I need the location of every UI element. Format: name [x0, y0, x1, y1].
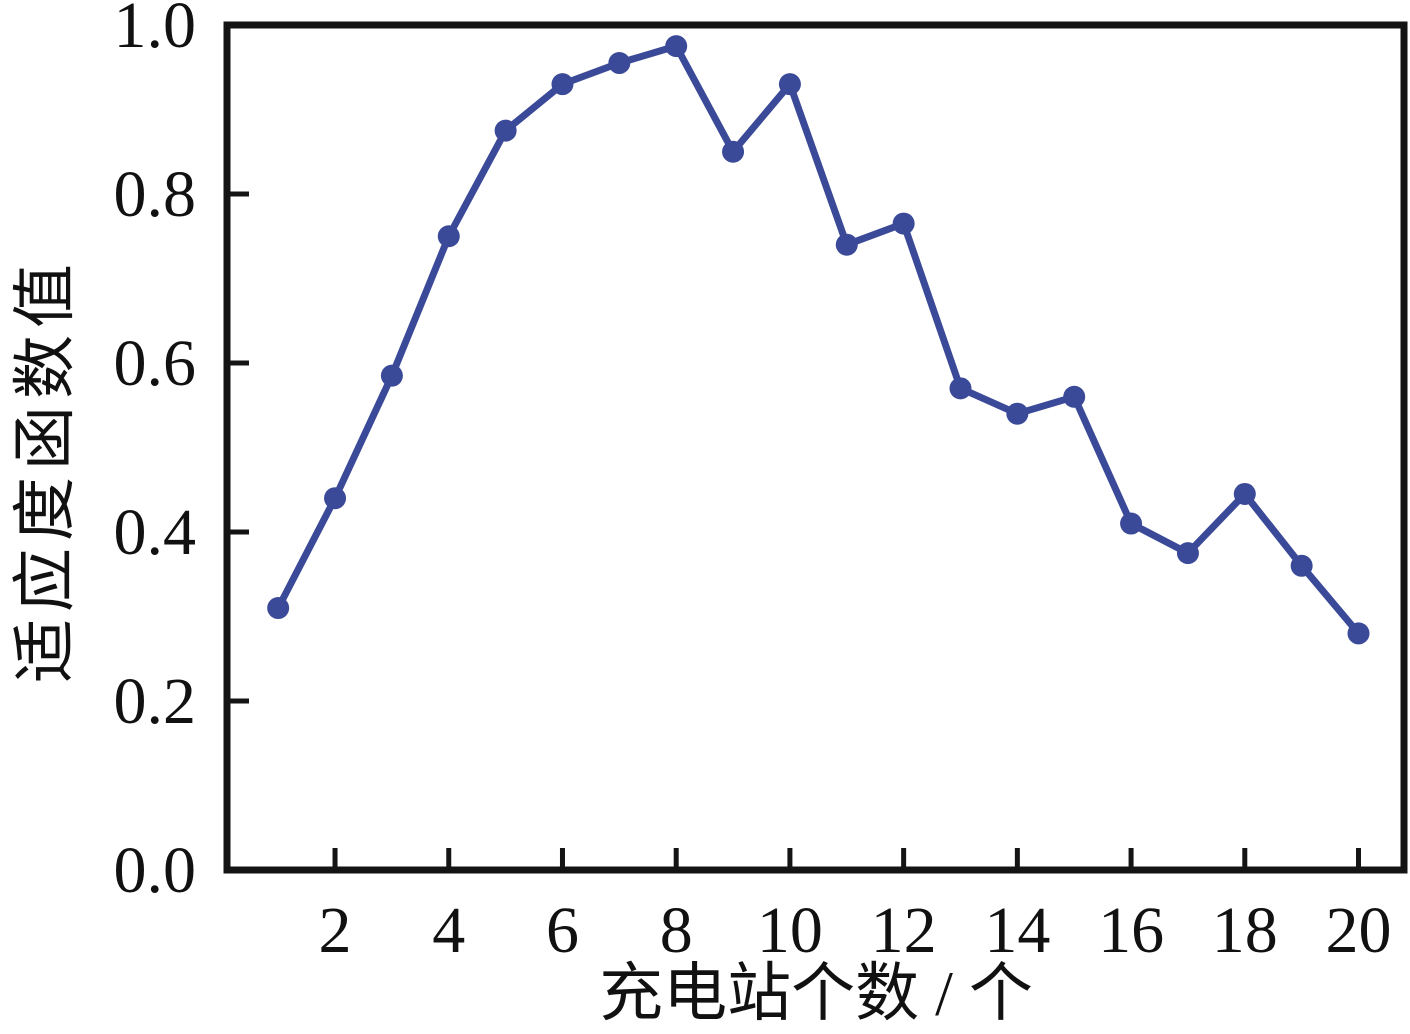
- y-tick-label: 0.4: [114, 496, 197, 569]
- data-point: [892, 212, 915, 235]
- data-point: [722, 140, 745, 163]
- data-point: [551, 73, 574, 96]
- y-tick-label: 0.6: [114, 327, 197, 400]
- x-tick-label: 18: [1212, 894, 1278, 967]
- data-point: [494, 119, 517, 142]
- x-tick-label: 20: [1326, 894, 1392, 967]
- data-point: [1233, 482, 1256, 505]
- x-tick-label: 16: [1098, 894, 1164, 967]
- x-tick-label: 10: [757, 894, 823, 967]
- data-point: [1120, 512, 1143, 535]
- data-point: [380, 364, 403, 387]
- data-point: [1006, 402, 1029, 425]
- data-point: [778, 73, 801, 96]
- x-tick-label: 8: [660, 894, 693, 967]
- data-point: [1063, 385, 1086, 408]
- data-point: [835, 233, 858, 256]
- x-tick-label: 2: [319, 894, 352, 967]
- data-point: [1347, 622, 1370, 645]
- y-tick-label: 1.0: [114, 0, 197, 62]
- y-tick-label: 0.0: [114, 834, 197, 907]
- x-tick-label: 6: [546, 894, 579, 967]
- x-tick-label: 14: [984, 894, 1050, 967]
- x-tick-label: 4: [432, 894, 465, 967]
- x-tick-label: 12: [871, 894, 937, 967]
- data-point: [949, 377, 972, 400]
- data-point: [665, 35, 688, 58]
- data-point: [324, 487, 347, 510]
- x-axis-label: 充电站个数 / 个: [599, 958, 1033, 1029]
- data-point: [1176, 542, 1199, 565]
- data-point: [267, 597, 290, 620]
- y-tick-label: 0.8: [114, 158, 197, 231]
- data-point: [437, 225, 460, 248]
- y-tick-label: 0.2: [114, 665, 197, 738]
- plot-frame: [223, 21, 1408, 874]
- series-line: [274, 42, 1363, 637]
- y-axis-label: 适应度函数值: [10, 257, 81, 683]
- data-point: [1290, 554, 1313, 577]
- data-point: [608, 52, 631, 75]
